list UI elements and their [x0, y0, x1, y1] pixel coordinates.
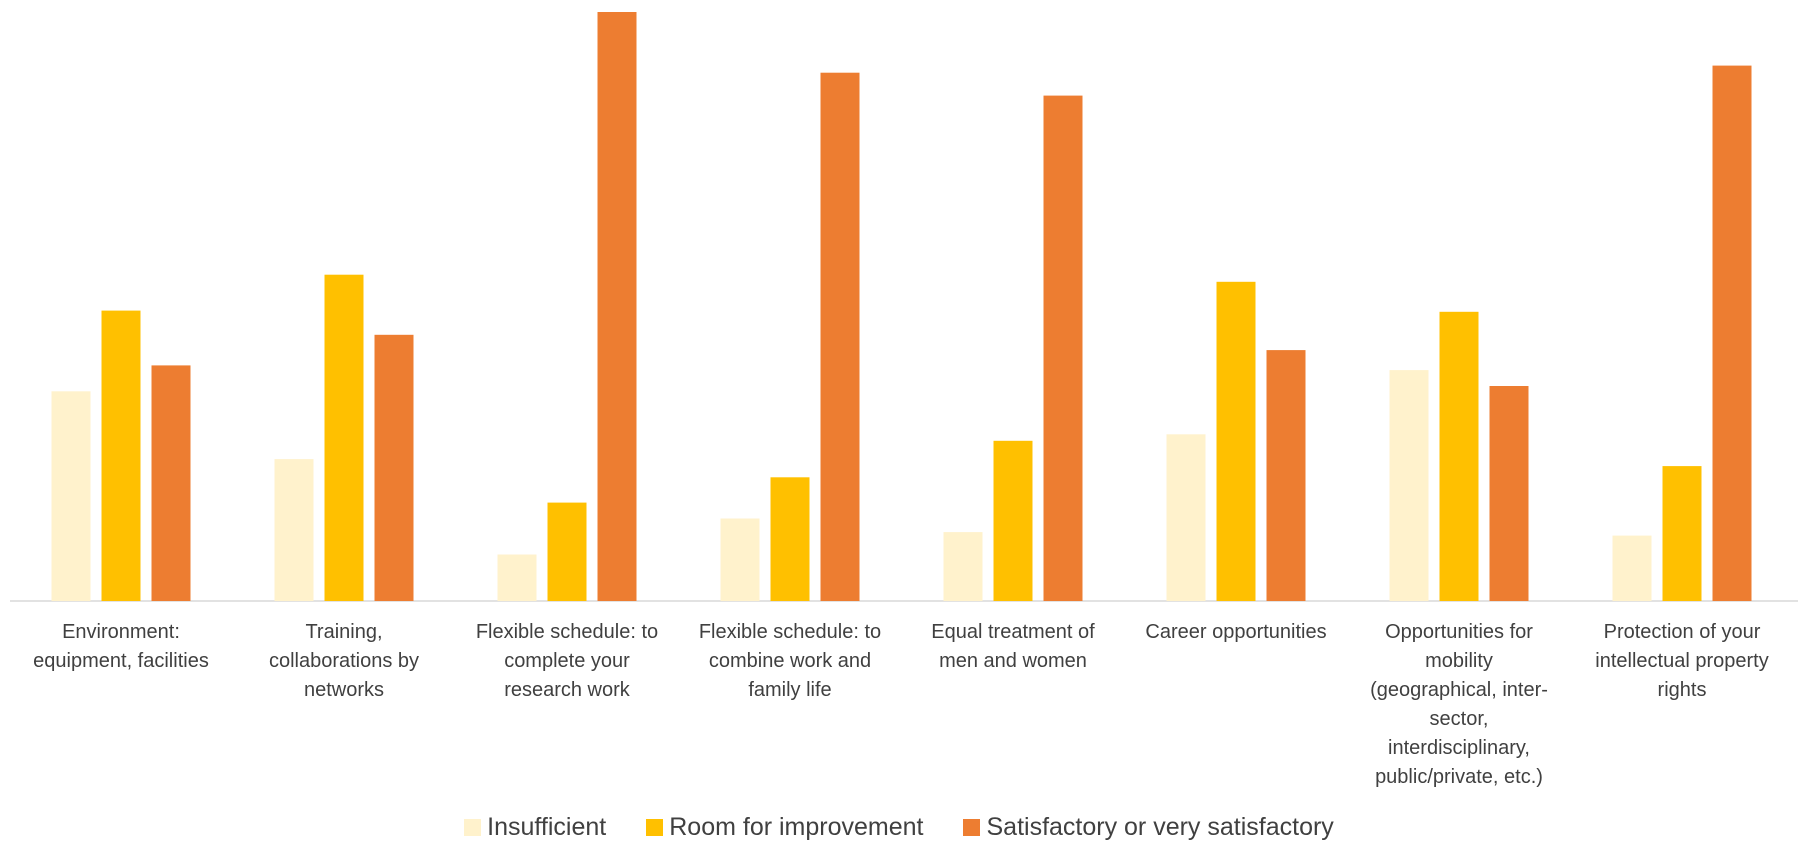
category-label-line: (geographical, inter- — [1370, 679, 1548, 701]
legend-item-satisfactory: Satisfactory or very satisfactory — [963, 813, 1334, 842]
bar-satisfactory-or-very-satisfactory-5 — [1266, 350, 1306, 601]
legend-item-insufficient: Insufficient — [464, 813, 606, 842]
bar-satisfactory-or-very-satisfactory-0 — [151, 365, 191, 601]
legend-swatch-room-for-improvement — [646, 819, 664, 836]
legend-label-room-for-improvement: Room for improvement — [669, 813, 924, 841]
legend-swatch-satisfactory — [963, 819, 981, 836]
bar-room-for-improvement-0 — [101, 310, 141, 601]
category-label-line: Equal treatment of — [931, 621, 1095, 643]
category-label-line: public/private, etc.) — [1375, 766, 1543, 788]
bars-group — [51, 12, 1752, 602]
category-label-line: complete your — [504, 650, 630, 672]
bar-insufficient-1 — [274, 459, 314, 601]
category-label-line: rights — [1657, 679, 1707, 701]
category-label-0: Environment: equipment, facilities — [19, 618, 224, 676]
legend-item-room-for-improvement: Room for improvement — [646, 813, 923, 842]
category-label-line: Career opportunities — [1145, 621, 1327, 643]
bar-room-for-improvement-7 — [1662, 466, 1702, 601]
bar-satisfactory-or-very-satisfactory-7 — [1712, 65, 1752, 602]
category-label-line: research work — [504, 679, 630, 701]
category-label-2: Flexible schedule: to complete your resear… — [465, 618, 670, 705]
bar-satisfactory-or-very-satisfactory-1 — [374, 334, 414, 601]
category-label-4: Equal treatment of men and women — [911, 618, 1116, 676]
legend-label-insufficient: Insufficient — [487, 813, 607, 841]
category-label-6: Opportunities for mobility (geographical, … — [1357, 618, 1562, 792]
legend-swatch-insufficient — [464, 819, 482, 836]
bar-satisfactory-or-very-satisfactory-2 — [597, 12, 637, 601]
category-label-line: Protection of your — [1603, 621, 1761, 643]
bar-insufficient-2 — [497, 554, 537, 601]
category-label-line: sector, — [1429, 708, 1489, 730]
category-label-1: Training, collaborations by networks — [242, 618, 447, 705]
bar-satisfactory-or-very-satisfactory-4 — [1043, 95, 1083, 601]
category-label-line: combine work and — [708, 650, 872, 672]
bar-insufficient-6 — [1389, 370, 1429, 601]
category-label-line: mobility — [1425, 650, 1493, 672]
category-label-line: Opportunities for — [1385, 621, 1533, 643]
category-label-line: Flexible schedule: to — [698, 621, 882, 643]
bar-insufficient-3 — [720, 518, 760, 601]
category-label-line: interdisciplinary, — [1388, 737, 1530, 759]
bar-room-for-improvement-6 — [1439, 311, 1479, 601]
bar-insufficient-7 — [1612, 535, 1652, 601]
category-label-line: men and women — [939, 650, 1087, 672]
bar-insufficient-5 — [1166, 434, 1206, 601]
category-label-line: Training, — [305, 621, 383, 643]
bar-satisfactory-or-very-satisfactory-3 — [820, 72, 860, 601]
category-label-line: networks — [303, 679, 385, 701]
category-label-line: Environment: — [62, 621, 180, 643]
bar-room-for-improvement-1 — [324, 274, 364, 601]
bar-room-for-improvement-5 — [1216, 281, 1256, 601]
category-label-line: intellectual property — [1595, 650, 1769, 672]
legend: Insufficient Room for improvement Satisf… — [0, 813, 1798, 842]
category-label-3: Flexible schedule: to combine work and fam… — [688, 618, 893, 705]
bar-room-for-improvement-4 — [993, 440, 1033, 601]
legend-label-satisfactory: Satisfactory or very satisfactory — [986, 813, 1334, 841]
bar-insufficient-4 — [943, 532, 983, 601]
bar-insufficient-0 — [51, 391, 91, 601]
category-label-line: family life — [748, 679, 832, 701]
category-label-line: Flexible schedule: to — [475, 621, 659, 643]
category-label-line: collaborations by — [268, 650, 420, 672]
bar-room-for-improvement-2 — [547, 502, 587, 601]
category-label-5: Career opportunities — [1134, 618, 1339, 647]
bar-satisfactory-or-very-satisfactory-6 — [1489, 386, 1529, 601]
category-label-7: Protection of your intellectual property r… — [1580, 618, 1785, 705]
category-label-line: equipment, facilities — [33, 650, 209, 672]
bar-room-for-improvement-3 — [770, 477, 810, 601]
